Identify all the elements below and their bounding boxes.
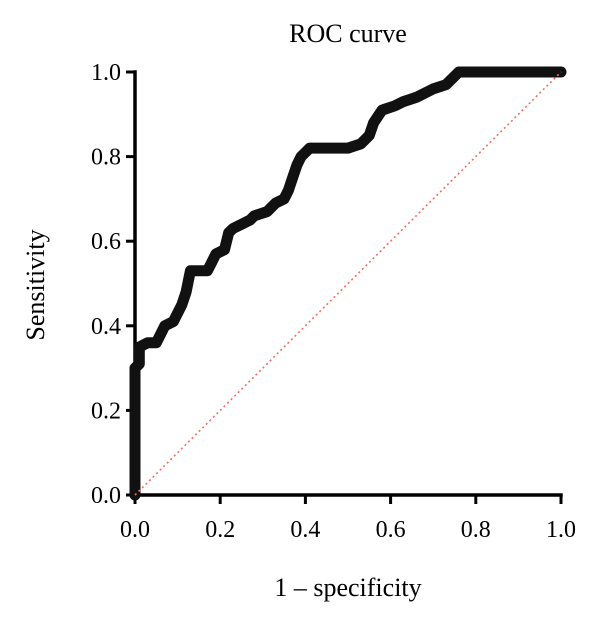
x-tick-label: 0.2: [205, 517, 235, 543]
y-tick-label: 0.0: [91, 483, 121, 509]
x-tick-label: 0.4: [290, 517, 320, 543]
plot-area: 0.0 0.2 0.4 0.6 0.8 1.0 0.0 0.2 0.4 0.6 0.8 1.0: [91, 60, 576, 543]
chart-title: ROC curve: [289, 19, 407, 48]
y-tick-label: 1.0: [91, 60, 121, 86]
x-tick-label: 0.8: [461, 517, 491, 543]
x-tick-label: 0.0: [120, 517, 150, 543]
y-axis-title: Sensitivity: [21, 229, 50, 340]
x-tick-label: 0.6: [376, 517, 406, 543]
y-tick-label: 0.2: [91, 398, 121, 424]
y-tick-label: 0.4: [91, 314, 121, 340]
y-tick-label: 0.8: [91, 145, 121, 171]
roc-curve-line: [129, 66, 567, 501]
y-tick-label: 0.6: [91, 229, 121, 255]
x-axis-title: 1 – specificity: [274, 573, 421, 602]
reference-diagonal-line: [134, 71, 562, 496]
x-tick-label: 1.0: [546, 517, 576, 543]
